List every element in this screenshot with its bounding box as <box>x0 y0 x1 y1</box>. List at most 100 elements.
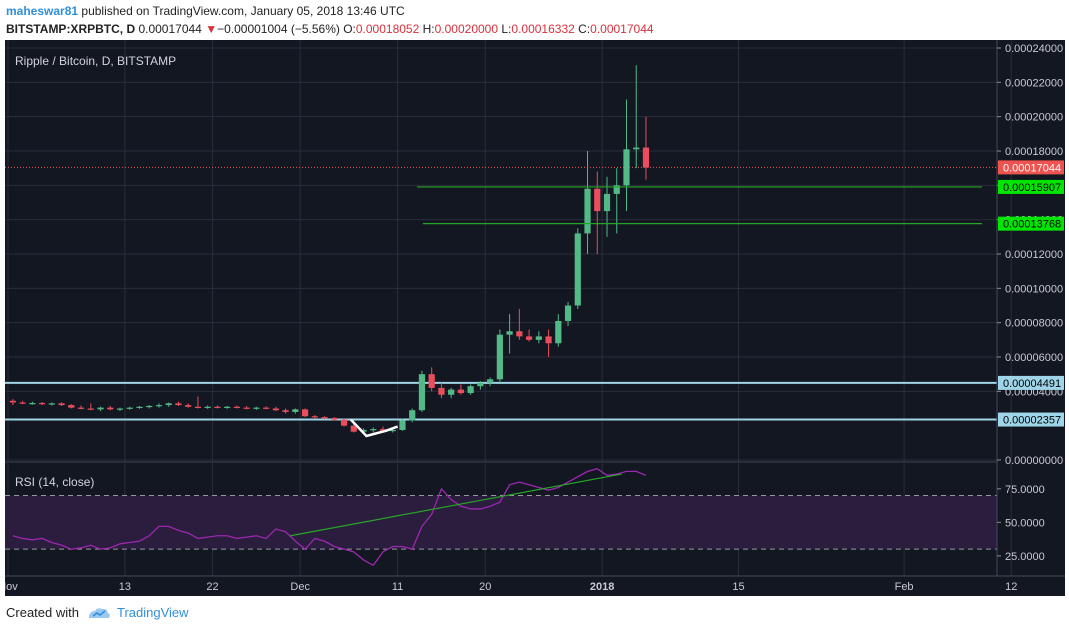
price-label-box <box>998 179 1064 194</box>
candle-body <box>633 147 640 150</box>
candle-body <box>467 386 474 394</box>
candle-body <box>77 407 85 409</box>
candle-body <box>613 185 620 194</box>
price-change: −0.00001004 (−5.56%) <box>217 22 340 36</box>
price-tick-label: 0.00008000 <box>1005 318 1063 330</box>
candle-body <box>545 336 552 344</box>
candle-body <box>438 387 445 395</box>
close-label: C: <box>578 22 591 36</box>
low-value: 0.00016332 <box>511 22 575 36</box>
candle-body <box>555 320 562 344</box>
price-label-box <box>998 160 1064 175</box>
candle-body <box>428 374 435 388</box>
time-tick-label: 12 <box>1005 581 1017 593</box>
chart-container[interactable]: 0.00024000 0.00022000 0.00020000 0.00018000… <box>0 40 1065 596</box>
candle-body <box>136 406 143 408</box>
candle-body <box>97 407 104 410</box>
price-label-box <box>998 216 1064 231</box>
candle-body <box>263 407 270 409</box>
price-tick-label: 0.00024000 <box>1005 43 1063 55</box>
footer: Created with TradingView <box>6 605 189 620</box>
time-tick-label: 20 <box>479 581 491 593</box>
high-value: 0.00020000 <box>434 22 499 36</box>
candle-body <box>594 188 601 212</box>
candle-body <box>448 389 455 395</box>
candle-body <box>155 405 163 407</box>
candle-body <box>146 405 153 408</box>
candlestick-series <box>9 65 650 434</box>
candle-body <box>418 374 426 411</box>
candle-body <box>301 409 309 417</box>
price-tick-label: 0.00006000 <box>1005 352 1063 364</box>
candle-body <box>243 407 250 409</box>
candle-body <box>477 382 484 387</box>
price-pane-legend[interactable]: Ripple / Bitcoin, D, BITSTAMP <box>15 54 176 68</box>
candle-body <box>29 403 36 405</box>
time-tick-label: 13 <box>119 581 131 593</box>
candle-body <box>409 410 416 421</box>
candle-body <box>185 405 192 407</box>
close-value: 0.00017044 <box>590 22 654 36</box>
candle-body <box>584 188 591 234</box>
price-labels: 0.00017044 0.00015907 0.00013768 0.00004491… <box>998 160 1064 427</box>
candle-body <box>48 403 55 405</box>
rsi-tick-label: 25.0000 <box>1005 551 1045 563</box>
candle-body <box>292 409 299 412</box>
candle-body <box>516 331 523 337</box>
time-tick-label: Dec <box>290 581 310 593</box>
candle-body <box>389 429 396 432</box>
candle-body <box>574 233 581 306</box>
price-axis-background <box>997 40 1065 576</box>
candle-body <box>623 149 630 186</box>
rsi-band-fill <box>5 495 997 550</box>
rsi-axis[interactable]: 75.0000 50.0000 25.0000 <box>997 484 1045 563</box>
low-label: L: <box>501 22 512 36</box>
price-label-text: 0.00017044 <box>1003 162 1061 174</box>
time-axis[interactable]: Nov 13 22 Dec 11 20 2018 15 Feb 12 <box>0 581 1017 593</box>
candle-body <box>360 429 367 432</box>
candle-body <box>38 403 46 405</box>
candle-body <box>204 406 211 408</box>
down-arrow-icon: ▼ <box>205 22 218 36</box>
published-text: published on TradingView.com, January 05… <box>81 4 405 18</box>
symbol-quote-line: BITSTAMP:XRPBTC, D 0.00017044 ▼−0.000010… <box>6 22 654 36</box>
publish-info: maheswar81 published on TradingView.com,… <box>6 4 405 18</box>
candle-body <box>496 334 503 380</box>
price-tick-label: 0.00010000 <box>1005 283 1063 295</box>
time-tick-label: 11 <box>392 581 403 593</box>
time-axis-background <box>5 576 1065 596</box>
price-label-text: 0.00002357 <box>1003 415 1061 427</box>
created-with-text: Created with <box>6 605 79 620</box>
candle-body <box>564 305 572 321</box>
candle-body <box>642 147 650 168</box>
candle-body <box>331 417 338 420</box>
candle-body <box>253 407 260 409</box>
candle-body <box>58 403 65 406</box>
candle-body <box>487 379 494 383</box>
candle-body <box>107 407 114 410</box>
tradingview-link[interactable]: TradingView <box>87 605 189 620</box>
open-label: O: <box>343 22 356 36</box>
price-label-text: 0.00015907 <box>1003 182 1061 194</box>
time-tick-label: Feb <box>895 581 914 593</box>
candle-body <box>457 389 465 394</box>
high-label: H: <box>422 22 435 36</box>
price-tick-label: 0.00020000 <box>1005 112 1063 124</box>
plot-background <box>5 40 997 576</box>
author-link[interactable]: maheswar81 <box>6 4 79 18</box>
candle-body <box>9 400 16 403</box>
rsi-tick-label: 75.0000 <box>1005 484 1045 496</box>
candle-body <box>321 417 328 419</box>
candle-body <box>399 420 406 430</box>
candle-body <box>165 403 172 406</box>
candle-body <box>68 405 75 408</box>
candle-body <box>311 416 318 418</box>
candle-body <box>282 410 289 412</box>
candle-body <box>194 406 202 408</box>
price-label-text: 0.00004491 <box>1003 378 1061 390</box>
chart-svg[interactable]: 0.00024000 0.00022000 0.00020000 0.00018000… <box>0 40 1065 596</box>
white-drawing-polyline <box>349 418 399 438</box>
candle-body <box>340 419 348 426</box>
rsi-pane-legend[interactable]: RSI (14, close) <box>15 475 94 489</box>
candle-body <box>87 408 94 410</box>
